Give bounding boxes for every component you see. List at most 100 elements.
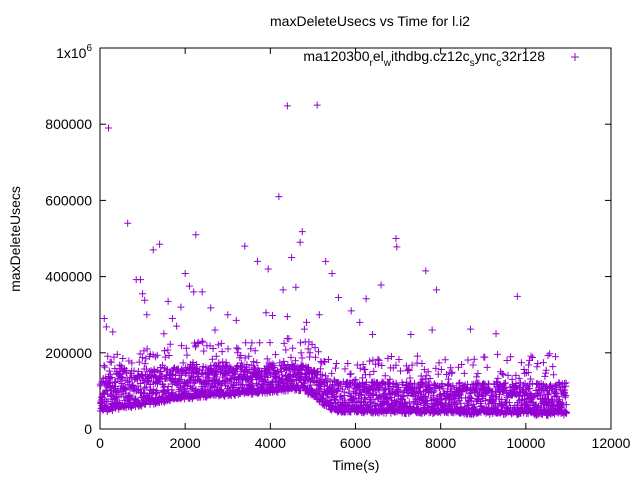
data-point [432, 364, 440, 372]
data-point [251, 347, 259, 355]
data-point-outlier [143, 311, 151, 319]
data-point [105, 367, 113, 375]
data-point [352, 399, 360, 407]
data-point [182, 344, 190, 352]
data-point [164, 382, 172, 390]
data-point-outlier [185, 282, 193, 290]
data-point [392, 361, 400, 369]
data-point [473, 396, 481, 404]
data-point [245, 352, 253, 360]
data-point [505, 399, 513, 407]
data-point [353, 361, 361, 369]
data-points [96, 101, 571, 419]
data-point [441, 356, 449, 364]
data-point [142, 355, 150, 363]
data-point-outlier [156, 240, 164, 248]
data-point-outlier [315, 311, 323, 319]
data-point [539, 359, 547, 367]
data-point [534, 360, 542, 368]
x-tick-label: 12000 [592, 435, 631, 451]
data-point [183, 351, 191, 359]
data-point [329, 386, 337, 394]
x-tick-label: 0 [96, 435, 104, 451]
data-point-outlier [334, 294, 342, 302]
y-axis-top-label: 1x106 [56, 43, 92, 61]
data-point [224, 345, 232, 353]
data-point [459, 387, 467, 395]
data-point-outlier [303, 318, 311, 326]
data-point [153, 351, 161, 359]
data-point [298, 372, 306, 380]
data-point [437, 390, 445, 398]
data-point [209, 344, 217, 352]
y-axis-label: maxDeleteUsecs [7, 186, 23, 292]
data-point [426, 384, 434, 392]
data-point [211, 383, 219, 391]
legend-label-part: r [370, 58, 374, 69]
data-point [318, 371, 326, 379]
data-point [527, 352, 535, 360]
data-point [152, 388, 160, 396]
data-point [555, 379, 563, 387]
data-point [122, 369, 130, 377]
data-point [272, 373, 280, 381]
data-point-outlier [211, 326, 219, 334]
data-point [166, 340, 174, 348]
data-point-outlier [322, 257, 330, 265]
data-point [252, 379, 260, 387]
data-point [446, 396, 454, 404]
data-point [289, 362, 297, 370]
data-point [306, 349, 314, 357]
data-point [161, 353, 169, 361]
data-point [448, 368, 456, 376]
data-point [381, 390, 389, 398]
data-point [544, 351, 552, 359]
data-point [177, 371, 185, 379]
data-point [315, 348, 323, 356]
data-point [438, 395, 446, 403]
data-point [308, 340, 316, 348]
data-point [512, 371, 520, 379]
legend-label-part: c [496, 58, 501, 69]
legend-label-part: ithdbg.cz12c [391, 48, 470, 64]
data-point [218, 348, 226, 356]
data-point [502, 398, 510, 406]
data-point [253, 359, 261, 367]
data-point [140, 347, 148, 355]
data-point [278, 371, 286, 379]
data-point [426, 374, 434, 382]
data-point [524, 369, 532, 377]
data-point [214, 341, 222, 349]
data-point [504, 371, 512, 379]
data-point [287, 353, 295, 361]
data-point-outlier [105, 124, 113, 132]
data-point [444, 375, 452, 383]
data-point-outlier [513, 292, 521, 300]
data-point [215, 359, 223, 367]
legend-label: ma120300relwithdbg.cz12csyncc32r128 [303, 48, 545, 69]
data-point [514, 398, 522, 406]
legend-label-part: s [470, 58, 475, 69]
y-tick-label: 600000 [45, 192, 92, 208]
data-point [267, 371, 275, 379]
y-tick-label: 400000 [45, 269, 92, 285]
data-point [464, 401, 472, 409]
data-point [305, 363, 313, 371]
data-point [430, 381, 438, 389]
data-point [413, 352, 421, 360]
data-point [172, 371, 180, 379]
data-point [460, 369, 468, 377]
data-point-outlier [422, 267, 430, 275]
data-point [388, 387, 396, 395]
data-point [562, 379, 570, 387]
data-point-outlier [207, 304, 215, 312]
data-point [328, 369, 336, 377]
data-point-outlier [362, 295, 370, 303]
data-point [211, 361, 219, 369]
data-point [243, 361, 251, 369]
data-point [188, 385, 196, 393]
data-point [422, 372, 430, 380]
data-point [141, 384, 149, 392]
data-point [345, 389, 353, 397]
